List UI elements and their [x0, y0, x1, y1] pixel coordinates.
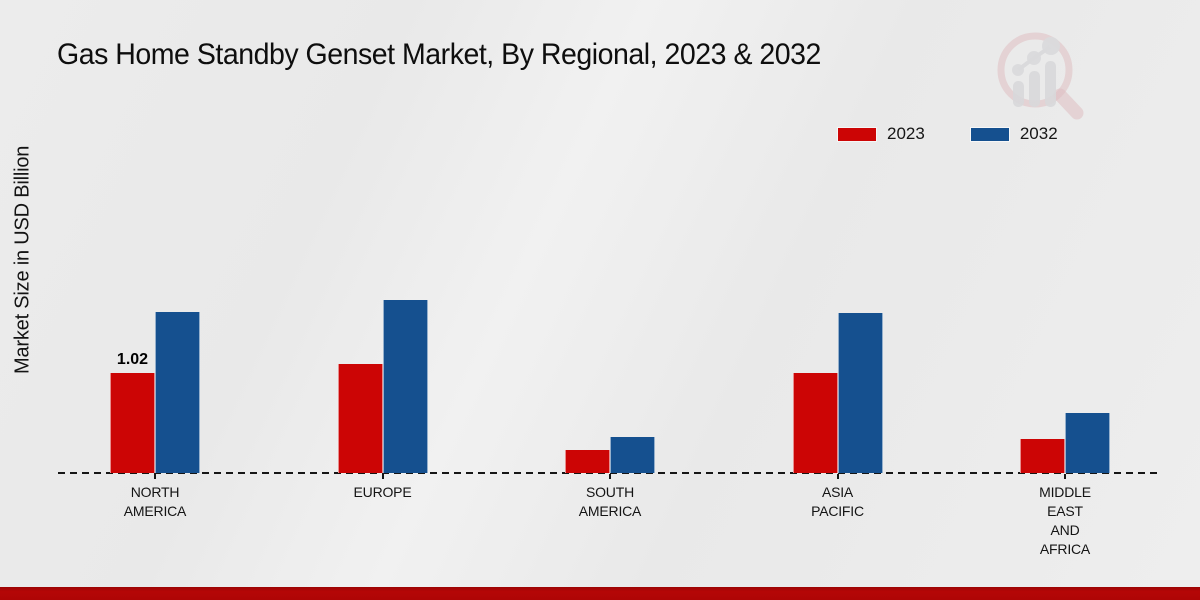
bar-2023-south-america	[565, 450, 610, 473]
legend-item-2023: 2023	[838, 124, 925, 144]
bar-2032-south-america	[610, 437, 655, 473]
x-axis-label-europe: EUROPE	[353, 484, 412, 500]
x-axis-label-middle-east-and-africa: MIDDLE EAST AND AFRICA	[1039, 484, 1091, 557]
bar-2032-middle-east-and-africa	[1065, 413, 1110, 473]
x-axis-tick	[609, 474, 611, 479]
legend-item-2032: 2032	[970, 124, 1058, 144]
x-axis-label-south-america: SOUTH AMERICA	[578, 484, 642, 519]
bar-2023-middle-east-and-africa	[1020, 439, 1065, 473]
x-axis-label-asia-pacific: ASIA PACIFIC	[811, 484, 864, 519]
bar-2023-europe	[337, 364, 383, 473]
footer-accent-bar	[0, 587, 1200, 600]
bar-2023-asia-pacific	[792, 373, 838, 473]
x-axis-tick	[154, 474, 156, 479]
legend-swatch-2032	[970, 127, 1009, 141]
legend-label: 2023	[887, 124, 925, 143]
bar-2032-europe	[382, 300, 428, 473]
x-axis-tick	[381, 474, 384, 479]
bar-2023-north-america	[110, 373, 155, 473]
legend: 2023 2032	[838, 124, 1058, 144]
chart-title: Gas Home Standby Genset Market, By Regio…	[57, 38, 821, 71]
bar-2032-asia-pacific	[837, 313, 883, 473]
bar-value-label: 1.02	[116, 351, 149, 368]
x-axis-tick	[1064, 474, 1066, 479]
legend-label: 2032	[1019, 124, 1058, 143]
legend-swatch-2023	[838, 127, 876, 141]
x-axis-tick	[836, 474, 839, 479]
bar-2032-north-america	[155, 312, 200, 473]
x-axis-baseline	[58, 472, 1162, 474]
x-axis-label-north-america: NORTH AMERICA	[123, 484, 187, 519]
magnifier-bar-chart-logo-icon	[997, 32, 1084, 120]
